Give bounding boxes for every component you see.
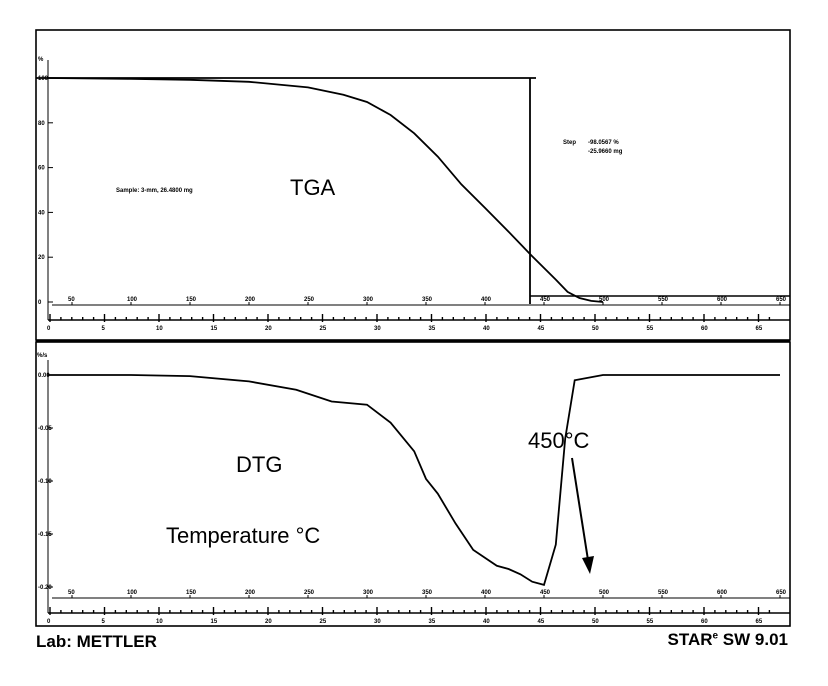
peak-annotation: 450°C (528, 428, 590, 453)
dtg-temp-tick-label: 250 (304, 590, 315, 596)
dtg-temp-tick-label: 550 (658, 590, 669, 596)
peak-arrow-head (582, 556, 594, 574)
tga-time-tick-label: 30 (374, 326, 381, 332)
dtg-ytick-label: -0.10 (38, 479, 52, 485)
dtg-temp-tick-label: 150 (186, 590, 197, 596)
tga-temp-tick-label: 600 (717, 297, 728, 303)
tga-time-ticks: 0 5 10 15 20 25 30 35 40 45 50 55 60 65 (47, 314, 771, 332)
dtg-temp-tick-label: 100 (127, 590, 138, 596)
dtg-ytick-label: 0.00 (38, 373, 50, 379)
dtg-curve (48, 374, 780, 586)
dtg-time-tick-label: 45 (538, 619, 545, 625)
dtg-time-tick-label: 25 (320, 619, 327, 625)
dtg-time-tick-label: 20 (265, 619, 272, 625)
tga-temp-tick-label: 300 (363, 297, 374, 303)
tga-temp-tick-label: 350 (422, 297, 433, 303)
dtg-temp-tick-label: 200 (245, 590, 256, 596)
tga-temp-tick-label: 200 (245, 297, 256, 303)
dtg-time-tick-label: 50 (592, 619, 599, 625)
tga-temp-tick-label: 400 (481, 297, 492, 303)
tga-temp-tick-label: 500 (599, 297, 610, 303)
tga-ytick-label: 0 (38, 300, 42, 306)
tga-time-tick-label: 65 (756, 326, 763, 332)
dtg-time-tick-label: 10 (156, 619, 163, 625)
tga-temperature-ticks: 50 100 150 200 250 300 350 400 450 500 550 600 650 (68, 297, 787, 305)
tga-time-tick-label: 20 (265, 326, 272, 332)
tga-y-unit: % (38, 57, 44, 63)
dtg-xlabel: Temperature °C (166, 523, 320, 548)
dtg-time-tick-label: 15 (211, 619, 218, 625)
tga-panel-frame (35, 29, 791, 341)
registered-mark: e (712, 630, 719, 642)
tga-temp-tick-label: 450 (540, 297, 551, 303)
tga-ytick-label: 80 (38, 121, 45, 127)
dtg-time-tick-label: 55 (647, 619, 654, 625)
tga-time-tick-label: 45 (538, 326, 545, 332)
dtg-panel-frame (35, 341, 791, 627)
dtg-temp-tick-label: 450 (540, 590, 551, 596)
tga-temp-tick-label: 150 (186, 297, 197, 303)
tga-time-tick-label: 40 (483, 326, 490, 332)
tga-ytick-label: 40 (38, 210, 45, 216)
dtg-time-tick-label: 0 (47, 619, 51, 625)
tga-title: TGA (290, 175, 336, 200)
tga-temp-tick-label: 650 (776, 297, 787, 303)
tga-time-tick-label: 10 (156, 326, 163, 332)
peak-arrow-shaft (571, 457, 589, 561)
dtg-ytick-label: -0.15 (38, 532, 52, 538)
dtg-time-tick-label: 65 (756, 619, 763, 625)
dtg-time-tick-label: 5 (102, 619, 106, 625)
dtg-temp-tick-label: 650 (776, 590, 787, 596)
tga-step-percent: -98.0567 % (588, 140, 619, 146)
dtg-temp-tick-label: 600 (717, 590, 728, 596)
software-name: STAR (667, 630, 713, 649)
software-version: SW 9.01 (722, 630, 788, 649)
tga-ytick-label: 60 (38, 166, 45, 172)
tga-temp-tick-label: 250 (304, 297, 315, 303)
dtg-temp-tick-label: 50 (68, 590, 75, 596)
dtg-ytick-label: -0.05 (38, 426, 52, 432)
tga-time-tick-label: 55 (647, 326, 654, 332)
tga-time-tick-label: 35 (429, 326, 436, 332)
tga-step-label: Step (563, 140, 576, 146)
dtg-temp-tick-label: 500 (599, 590, 610, 596)
tga-sample-label: Sample: 3-mm, 26.4800 mg (116, 188, 193, 194)
tga-ytick-label: 100 (38, 76, 49, 82)
dtg-temp-tick-label: 400 (481, 590, 492, 596)
tga-curve (48, 77, 604, 303)
tga-y-ticks: 0 20 40 60 80 100 (38, 76, 53, 306)
software-label: STARe SW 9.01 (667, 630, 788, 650)
dtg-y-ticks: 0.00 -0.05 -0.10 -0.15 -0.20 (38, 373, 53, 591)
tga-time-tick-label: 5 (102, 326, 106, 332)
dtg-time-tick-label: 60 (701, 619, 708, 625)
lab-label: Lab: METTLER (36, 632, 157, 651)
dtg-y-unit: %/s (37, 353, 48, 359)
tga-temp-tick-label: 50 (68, 297, 75, 303)
tga-temp-tick-label: 550 (658, 297, 669, 303)
tga-time-tick-label: 60 (701, 326, 708, 332)
dtg-temp-tick-label: 300 (363, 590, 374, 596)
tga-time-tick-label: 50 (592, 326, 599, 332)
dtg-time-tick-label: 30 (374, 619, 381, 625)
tga-ytick-label: 20 (38, 255, 45, 261)
tga-time-tick-label: 25 (320, 326, 327, 332)
dtg-temperature-ticks: 50 100 150 200 250 300 350 400 450 500 550 600 650 (68, 590, 787, 598)
tga-time-tick-label: 15 (211, 326, 218, 332)
dtg-time-tick-label: 35 (429, 619, 436, 625)
dtg-time-ticks: 0 5 10 15 20 25 30 35 40 45 50 55 60 65 (47, 607, 771, 625)
dtg-title: DTG (236, 452, 282, 477)
tga-temp-tick-label: 100 (127, 297, 138, 303)
tga-time-tick-label: 0 (47, 326, 51, 332)
tga-step-mass: -25.9660 mg (588, 149, 623, 155)
dtg-time-tick-label: 40 (483, 619, 490, 625)
dtg-ytick-label: -0.20 (38, 585, 52, 591)
dtg-temp-tick-label: 350 (422, 590, 433, 596)
